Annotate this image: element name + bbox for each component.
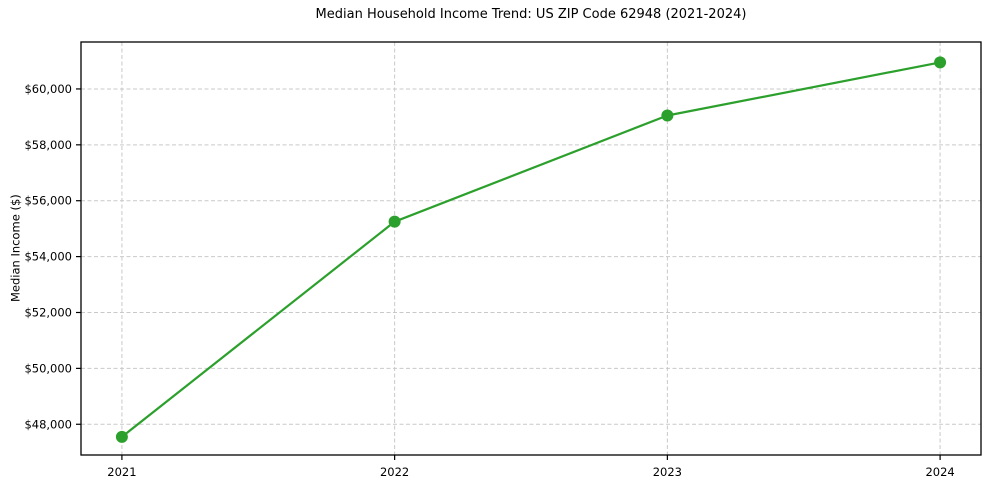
x-tick-label: 2024 <box>925 465 954 479</box>
y-tick-label: $60,000 <box>24 82 72 96</box>
chart-title: Median Household Income Trend: US ZIP Co… <box>315 7 747 22</box>
y-tick-label: $52,000 <box>24 305 72 319</box>
data-point-2024 <box>934 56 947 69</box>
y-tick-label: $58,000 <box>24 138 72 152</box>
data-point-2022 <box>388 215 401 228</box>
data-point-2021 <box>115 430 128 443</box>
income-trend-line <box>120 61 942 438</box>
y-axis-label: Median Income ($) <box>8 194 23 303</box>
y-tick-label: $54,000 <box>24 250 72 264</box>
x-tick-label: 2021 <box>107 465 136 479</box>
x-tick-label: 2023 <box>653 465 682 479</box>
x-tick-label: 2022 <box>380 465 409 479</box>
data-point-2023 <box>661 109 674 122</box>
axes-box <box>80 41 982 456</box>
y-tick-label: $56,000 <box>24 194 72 208</box>
y-tick-label: $50,000 <box>24 361 72 375</box>
y-tick-label: $48,000 <box>24 417 72 431</box>
